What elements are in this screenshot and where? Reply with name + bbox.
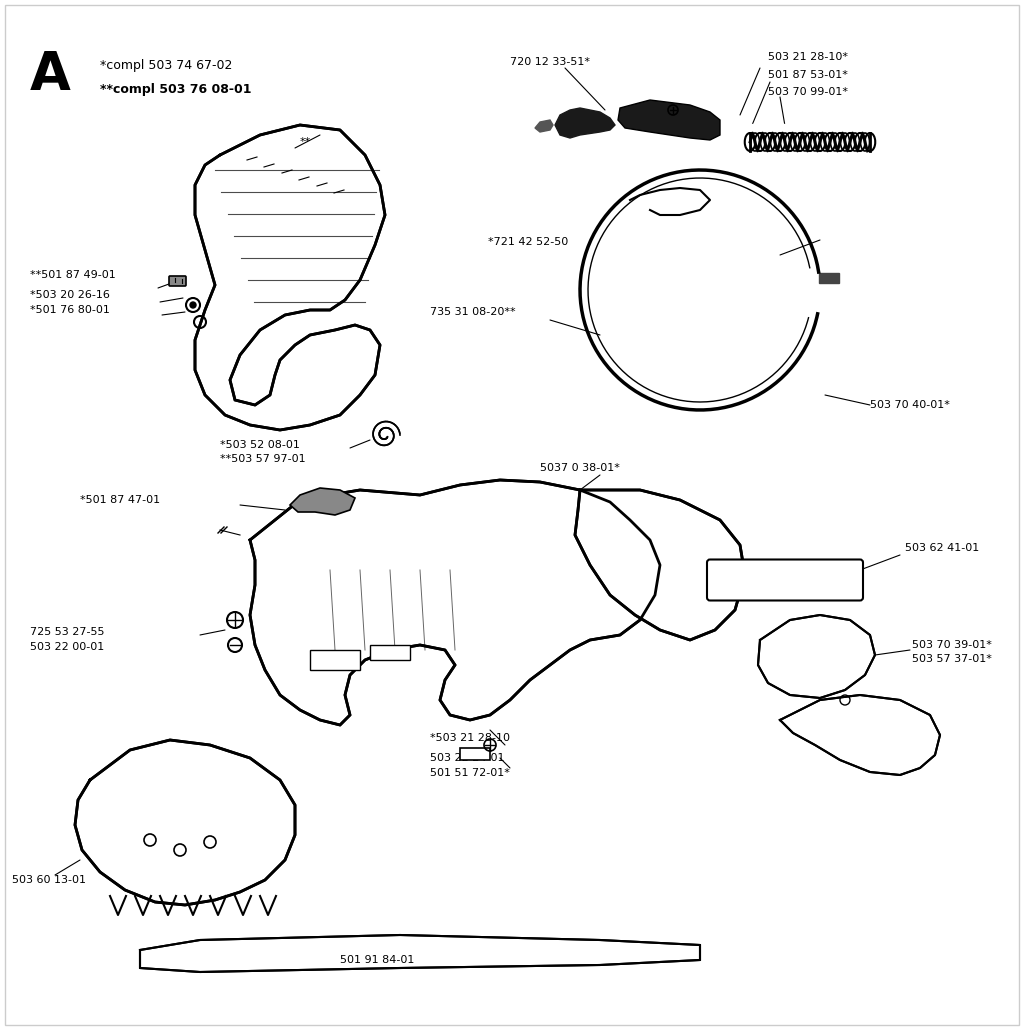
Text: 5037 0 38-01*: 5037 0 38-01* (540, 464, 620, 473)
Polygon shape (618, 100, 720, 140)
Text: **503 57 97-01: **503 57 97-01 (220, 454, 305, 464)
Polygon shape (195, 125, 385, 430)
Circle shape (190, 302, 196, 308)
Text: *503 21 28-10: *503 21 28-10 (430, 733, 510, 743)
Text: 503 70 40-01*: 503 70 40-01* (870, 400, 950, 410)
Text: **: ** (300, 137, 311, 147)
Polygon shape (780, 695, 940, 775)
Text: Ø Husqvarna: Ø Husqvarna (740, 573, 830, 587)
Bar (310, 650, 360, 670)
Text: 503 21 28-10*: 503 21 28-10* (768, 52, 848, 62)
Polygon shape (290, 488, 355, 515)
Polygon shape (75, 740, 295, 905)
Text: *501 76 80-01: *501 76 80-01 (30, 305, 110, 315)
FancyBboxPatch shape (169, 276, 186, 286)
Bar (460, 748, 490, 760)
Text: 503 22 00-01: 503 22 00-01 (30, 642, 104, 652)
Polygon shape (535, 121, 553, 132)
FancyBboxPatch shape (707, 559, 863, 600)
Polygon shape (250, 480, 660, 725)
Text: 503 70 39-01*: 503 70 39-01* (912, 640, 992, 650)
Text: 720 12 33-51*: 720 12 33-51* (510, 57, 590, 67)
Polygon shape (140, 935, 700, 972)
Text: *503 52 08-01: *503 52 08-01 (220, 440, 300, 450)
Text: 503 60 13-01: 503 60 13-01 (12, 876, 86, 885)
Text: *compl 503 74 67-02: *compl 503 74 67-02 (100, 59, 232, 71)
Text: *721 42 52-50: *721 42 52-50 (488, 237, 568, 247)
Polygon shape (555, 108, 615, 138)
Text: 501 87 53-01*: 501 87 53-01* (768, 70, 848, 80)
Polygon shape (758, 615, 874, 698)
Text: **501 87 49-01: **501 87 49-01 (30, 270, 116, 280)
Polygon shape (575, 490, 745, 640)
Text: 503 57 37-01*: 503 57 37-01* (912, 654, 992, 664)
Text: 501 51 72-01*: 501 51 72-01* (430, 768, 510, 778)
Bar (370, 645, 410, 660)
Text: 503 22 24-01: 503 22 24-01 (430, 753, 505, 763)
Text: 503 62 41-01: 503 62 41-01 (905, 543, 979, 553)
Text: 735 31 08-20**: 735 31 08-20** (430, 307, 516, 317)
Text: 501 91 84-01: 501 91 84-01 (340, 955, 415, 965)
Text: A: A (30, 49, 71, 101)
Text: *501 87 47-01: *501 87 47-01 (80, 495, 160, 505)
Text: *503 20 26-16: *503 20 26-16 (30, 290, 110, 300)
Text: 503 70 99-01*: 503 70 99-01* (768, 87, 848, 97)
Polygon shape (819, 273, 840, 283)
Text: **compl 503 76 08-01: **compl 503 76 08-01 (100, 83, 252, 97)
Text: 725 53 27-55: 725 53 27-55 (30, 627, 104, 637)
